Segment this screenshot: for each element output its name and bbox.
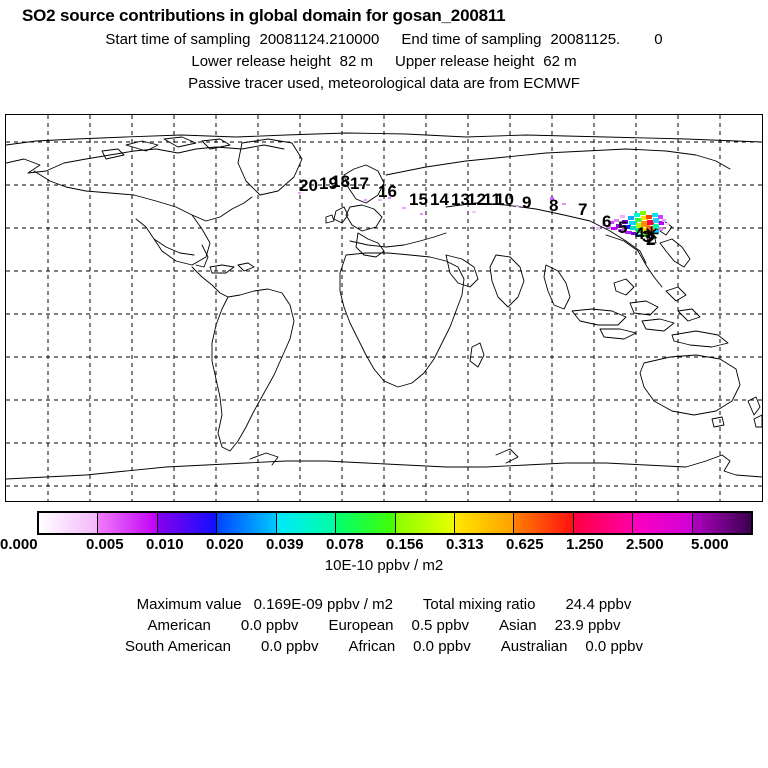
region-european-value: 0.5 ppbv bbox=[411, 617, 470, 634]
colorbar-segment-6 bbox=[395, 513, 455, 533]
colorbar-tick-6: 0.156 bbox=[386, 536, 424, 553]
trajectory-hour-label-11: 11 bbox=[483, 190, 501, 209]
region-african-label: African bbox=[348, 638, 396, 655]
region-asian-label: Asian bbox=[499, 617, 537, 634]
meteorology-note: Passive tracer used, meteorological data… bbox=[188, 75, 580, 92]
colorbar-segment-7 bbox=[454, 513, 515, 533]
colorbar-tick-labels: 0.000 0.005 0.010 0.020 0.039 0.078 0.156 0.313… bbox=[0, 536, 768, 556]
trajectory-hour-label-16: 16 bbox=[378, 182, 397, 201]
upper-release-value: 62 m bbox=[543, 53, 577, 70]
statistics-block: Maximum value 0.169E-09 ppbv / m2 Total mi… bbox=[0, 592, 768, 655]
start-time-label: Start time of sampling bbox=[105, 31, 251, 48]
region-australian-label: Australian bbox=[500, 638, 568, 655]
trajectory-hour-label-8: 8 bbox=[549, 196, 559, 215]
header-block: SO2 source contributions in global domai… bbox=[0, 0, 768, 92]
end-time-value-extra: 0 bbox=[654, 31, 663, 48]
map-gridlines bbox=[6, 115, 762, 501]
colorbar-tick-8: 0.625 bbox=[506, 536, 544, 553]
trajectory-hour-label-14: 14 bbox=[430, 190, 449, 209]
lower-release-value: 82 m bbox=[339, 53, 373, 70]
region-american-value: 0.0 ppbv bbox=[240, 617, 299, 634]
colorbar-segment-11 bbox=[692, 513, 752, 533]
trajectory-hour-label-13: 13 bbox=[451, 190, 470, 209]
trajectory-hour-label-9: 9 bbox=[522, 193, 532, 212]
colorbar-tick-2: 0.010 bbox=[146, 536, 184, 553]
colorbar-tick-11: 5.000 bbox=[691, 536, 729, 553]
coastline-paths bbox=[6, 132, 762, 480]
world-map-graphic bbox=[6, 115, 762, 501]
trajectory-hour-label-2: 2 bbox=[646, 230, 656, 249]
colorbar-segment-9 bbox=[573, 513, 634, 533]
region-south-american-value: 0.0 ppbv bbox=[260, 638, 319, 655]
colorbar-segment-0 bbox=[39, 513, 99, 533]
trajectory-hour-label-12: 12 bbox=[467, 190, 486, 209]
trajectory-hour-label-10: 10 bbox=[495, 190, 514, 209]
world-map-panel: 20 19 18 17 16 15 14 13 12 11 10 9 8 7 6 5 4 3 2 ✳ bbox=[5, 114, 763, 502]
colorbar-segment-3 bbox=[217, 513, 277, 533]
trajectory-hour-label-6: 6 bbox=[602, 212, 612, 231]
colorbar-segment-10 bbox=[633, 513, 693, 533]
stats-row-south: South American 0.0 ppbv African 0.0 ppbv Aus… bbox=[0, 638, 768, 655]
page-title: SO2 source contributions in global domai… bbox=[22, 6, 506, 25]
stats-row-maximum: Maximum value 0.169E-09 ppbv / m2 Total mi… bbox=[0, 596, 768, 613]
colorbar-unit-label: 10E-10 ppbv / m2 bbox=[324, 557, 444, 574]
trajectory-hour-label-17: 17 bbox=[350, 174, 369, 193]
colorbar-tick-7: 0.313 bbox=[446, 536, 484, 553]
region-australian-value: 0.0 ppbv bbox=[585, 638, 643, 655]
colorbar-segment-4 bbox=[276, 513, 337, 533]
region-asian-value: 23.9 ppbv bbox=[554, 617, 621, 634]
colorbar-tick-10: 2.500 bbox=[626, 536, 664, 553]
colorbar-gradient bbox=[37, 511, 753, 535]
maximum-value-label: Maximum value bbox=[136, 596, 242, 613]
trajectory-hour-label-20: 20 bbox=[299, 176, 318, 195]
sampling-time-line: Start time of sampling 20081124.210000 End… bbox=[0, 31, 768, 48]
trajectory-hour-label-4: 4 bbox=[635, 224, 645, 243]
total-mixing-ratio-label: Total mixing ratio bbox=[422, 596, 536, 613]
colorbar-tick-0: 0.000 bbox=[0, 536, 38, 553]
colorbar-tick-1: 0.005 bbox=[86, 536, 124, 553]
region-american-label: American bbox=[147, 617, 211, 634]
region-european-label: European bbox=[328, 617, 394, 634]
colorbar-tick-4: 0.039 bbox=[266, 536, 304, 553]
region-african-value: 0.0 ppbv bbox=[413, 638, 471, 655]
colorbar-segment-5 bbox=[336, 513, 396, 533]
start-time-value: 20081124.210000 bbox=[259, 31, 380, 48]
total-mixing-ratio-value: 24.4 ppbv bbox=[565, 596, 632, 613]
trajectory-hour-label-5: 5 bbox=[618, 218, 628, 237]
maximum-value: 0.169E-09 ppbv / m2 bbox=[253, 596, 393, 613]
trajectory-hour-label-3: 3 bbox=[642, 227, 652, 246]
stats-row-north: American 0.0 ppbv European 0.5 ppbv Asian 23.… bbox=[0, 617, 768, 634]
trajectory-hour-label-18: 18 bbox=[331, 172, 350, 191]
colorbar-tick-9: 1.250 bbox=[566, 536, 604, 553]
dispersion-plume bbox=[6, 115, 762, 501]
upper-release-label: Upper release height bbox=[395, 53, 535, 70]
release-site-star-icon: ✳ bbox=[644, 224, 660, 244]
lower-release-label: Lower release height bbox=[191, 53, 331, 70]
end-time-label: End time of sampling bbox=[401, 31, 542, 48]
colorbar-segment-8 bbox=[514, 513, 574, 533]
trajectory-hour-label-15: 15 bbox=[409, 190, 428, 209]
region-south-american-label: South American bbox=[125, 638, 231, 655]
colorbar-tick-3: 0.020 bbox=[206, 536, 244, 553]
trajectory-hour-label-19: 19 bbox=[319, 174, 338, 193]
trajectory-hour-label-7: 7 bbox=[578, 200, 588, 219]
colorbar-tick-5: 0.078 bbox=[326, 536, 364, 553]
end-time-value: 20081125. bbox=[550, 31, 621, 48]
colorbar-segment-2 bbox=[157, 513, 218, 533]
colorbar-segment-1 bbox=[98, 513, 158, 533]
release-height-line: Lower release height 82 m Upper release he… bbox=[0, 53, 768, 70]
